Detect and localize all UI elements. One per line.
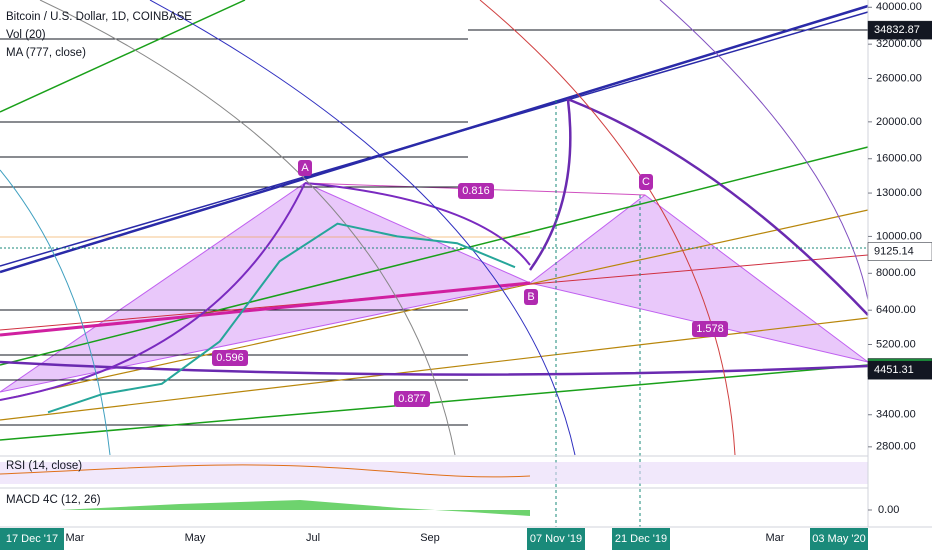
fan-line [0, 364, 869, 441]
arc [149, 0, 576, 456]
y-tick-label: 8000.00 [876, 267, 916, 279]
date-label: 07 Nov '19 [530, 533, 582, 545]
arc [304, 182, 531, 266]
study-label: Vol (20) [6, 29, 46, 41]
pattern-point-box [298, 160, 312, 176]
y-tick-label: 26000.00 [876, 72, 922, 84]
ratio-label: 1.578 [696, 323, 724, 335]
price-label: 4451.31 [874, 364, 914, 376]
y-tick-label: 6400.00 [876, 304, 916, 316]
arc [0, 182, 306, 401]
price-line [47, 222, 516, 414]
rsi-line [0, 464, 531, 478]
ratio-label: 0.877 [398, 393, 426, 405]
ratio-box [212, 350, 248, 366]
price-label: 34832.87 [874, 24, 920, 36]
macd-histogram [60, 500, 530, 516]
pattern-point: B [527, 291, 534, 303]
y-tick-label: 2800.00 [876, 441, 916, 453]
pattern-point: C [642, 176, 650, 188]
macd-tick-label: 0.00 [878, 504, 899, 516]
date-label: 21 Dec '19 [615, 533, 667, 545]
price-label-box [867, 20, 932, 40]
price-label-box [867, 360, 932, 380]
date-label-box [527, 528, 585, 550]
price-label: 9125.14 [874, 245, 914, 257]
date-label-box [0, 528, 64, 550]
y-tick-label: 13000.00 [876, 187, 922, 199]
pattern-xab [0, 182, 532, 393]
pattern-point: A [301, 162, 309, 174]
y-tick-label: 40000.00 [876, 1, 922, 13]
y-tick-label: 3400.00 [876, 409, 916, 421]
fan-line [0, 146, 869, 366]
arc [479, 0, 736, 456]
symbol-title: Bitcoin / U.S. Dollar, 1D, COINBASE [6, 11, 192, 23]
y-tick-label: 16000.00 [876, 153, 922, 165]
ratio-box [692, 321, 728, 337]
drawings [0, 0, 869, 527]
macd-label: MACD 4C (12, 26) [6, 494, 101, 506]
arc [0, 360, 869, 376]
x-tick-label: Sep [420, 532, 440, 544]
date-label: 03 May '20 [812, 533, 865, 545]
x-tick-label: Mar [66, 532, 85, 544]
rsi-band [0, 462, 868, 484]
x-tick-label: Mar [766, 532, 785, 544]
date-label-box [810, 528, 868, 550]
y-tick-label: 32000.00 [876, 38, 922, 50]
x-tick-label: May [185, 532, 206, 544]
pattern-point-box [639, 174, 653, 190]
arc [659, 0, 869, 301]
fan-line [0, 0, 246, 113]
date-label-box [612, 528, 670, 550]
y-tick-label: 10000.00 [876, 230, 922, 242]
y-tick-label: 20000.00 [876, 116, 922, 128]
rsi-label: RSI (14, close) [6, 460, 82, 472]
channel-line [0, 11, 869, 267]
study-label: MA (777, close) [6, 47, 86, 59]
y-tick-label: 5200.00 [876, 338, 916, 350]
arc [0, 169, 111, 456]
ratio-box [458, 183, 494, 199]
pattern-point-box [524, 289, 538, 305]
ratio-box [394, 391, 430, 407]
x-tick-label: Jul [306, 532, 320, 544]
date-label: 17 Dec '17 [6, 533, 58, 545]
ratio-label: 0.816 [462, 185, 490, 197]
support-line [0, 281, 531, 337]
arc [39, 0, 456, 456]
price-label-box [867, 242, 932, 261]
ratio-label: 0.596 [216, 352, 244, 364]
arc [528, 98, 869, 316]
